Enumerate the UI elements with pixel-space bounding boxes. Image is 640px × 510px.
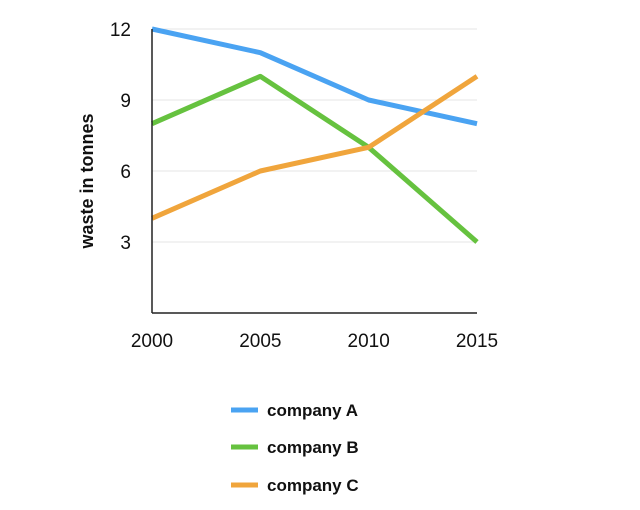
x-tick-label: 2010 [348,331,390,352]
y-axis-label: waste in tonnes [77,113,97,249]
legend-label: company B [267,438,359,457]
y-tick-labels: 3 6 9 12 [110,20,131,254]
y-tick-label: 3 [120,233,131,254]
gridlines [152,28,477,243]
y-tick-label: 12 [110,20,131,41]
series-line-company-c [150,74,479,221]
y-tick-label: 6 [120,162,131,183]
series-lines [150,26,479,244]
legend: company A company B company C [231,401,359,495]
legend-label: company C [267,476,359,495]
y-tick-label: 9 [120,91,131,112]
x-tick-label: 2005 [239,331,281,352]
x-tick-label: 2015 [456,331,498,352]
x-tick-labels: 2000 2005 2010 2015 [131,331,498,352]
legend-label: company A [267,401,358,420]
series-line-company-b [150,73,479,244]
x-tick-label: 2000 [131,331,173,352]
